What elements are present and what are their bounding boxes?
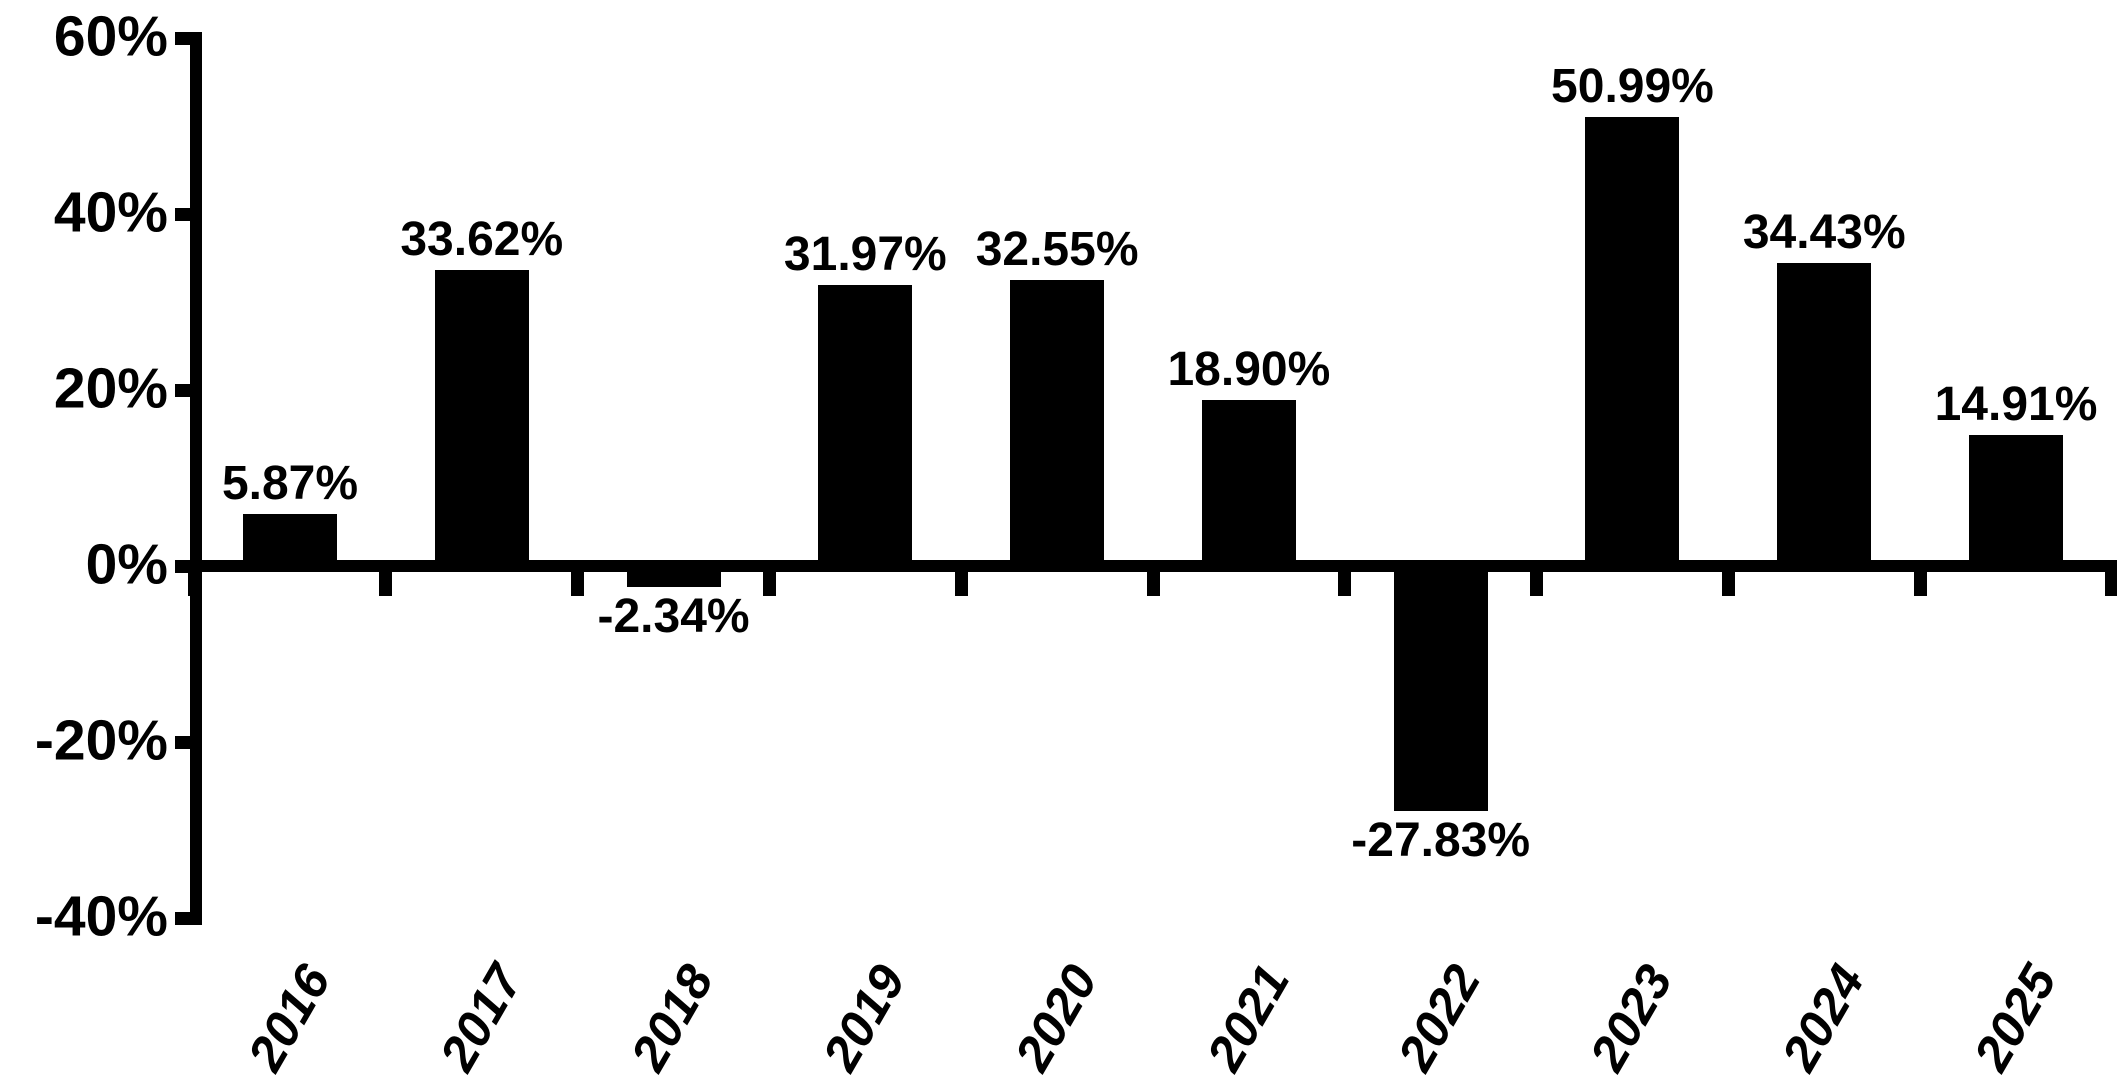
x-axis-tick — [1338, 570, 1352, 596]
bar-2024 — [1777, 263, 1872, 566]
y-axis-tick — [175, 735, 192, 749]
bar-2023 — [1585, 117, 1680, 566]
x-axis-tick — [571, 570, 585, 596]
bar-value-label: -2.34% — [597, 589, 750, 643]
x-axis-tick — [187, 570, 201, 596]
x-axis-tick-label: 2017 — [428, 955, 533, 1080]
y-axis-tick-label: -20% — [34, 708, 168, 773]
bar-value-label: 31.97% — [783, 227, 947, 281]
y-axis-tick-label: 0% — [85, 532, 168, 597]
x-axis-tick-label: 2020 — [1003, 955, 1109, 1080]
bar-2016 — [243, 514, 337, 566]
x-axis-tick — [1721, 570, 1735, 596]
y-axis-tick-label: -40% — [34, 884, 168, 949]
x-axis-tick — [1146, 570, 1160, 596]
bar-value-label: 32.55% — [975, 222, 1139, 276]
bar-value-label: 18.90% — [1167, 342, 1331, 396]
bar-2021 — [1201, 399, 1296, 566]
y-axis-spine — [190, 31, 202, 925]
x-axis-tick-label: 2024 — [1771, 955, 1876, 1080]
x-axis-tick-label: 2025 — [1962, 955, 2067, 1080]
bar-value-label: 50.99% — [1551, 60, 1714, 114]
y-axis-tick-label: 20% — [53, 356, 168, 421]
x-axis-tick-label: 2023 — [1579, 955, 1684, 1080]
x-axis-tick — [954, 570, 968, 596]
x-axis-tick — [2105, 570, 2117, 596]
x-axis-tick — [1530, 570, 1544, 596]
bar-2025 — [1969, 434, 2064, 566]
y-axis-tick — [175, 383, 192, 397]
bar-2022 — [1393, 566, 1488, 811]
y-axis-tick — [175, 559, 192, 573]
x-axis-tick — [379, 570, 393, 596]
y-axis-tick-label: 60% — [53, 4, 168, 69]
x-axis-tick-label: 2016 — [236, 955, 341, 1080]
x-axis-tick — [762, 570, 776, 596]
x-axis-tick — [1913, 570, 1927, 596]
y-axis-tick — [175, 31, 192, 45]
x-axis-tick-label: 2019 — [812, 955, 917, 1080]
y-axis-tick — [175, 207, 192, 221]
bar-2017 — [434, 270, 529, 566]
bar-value-label: -27.83% — [1351, 813, 1531, 867]
bar-value-label: 33.62% — [400, 213, 564, 267]
x-axis-line — [190, 560, 2117, 572]
y-axis-tick-label: 40% — [53, 180, 168, 245]
x-axis-tick-label: 2022 — [1387, 955, 1492, 1080]
x-axis-tick-label: 2018 — [620, 955, 725, 1080]
y-axis-tick — [175, 911, 192, 925]
bar-2020 — [1010, 279, 1105, 566]
bar-2019 — [818, 284, 913, 566]
bar-value-label: 5.87% — [221, 457, 359, 511]
bar-value-label: 34.43% — [1742, 206, 1906, 260]
bar-value-label: 14.91% — [1934, 377, 2098, 431]
x-axis-tick-label: 2021 — [1195, 955, 1300, 1080]
